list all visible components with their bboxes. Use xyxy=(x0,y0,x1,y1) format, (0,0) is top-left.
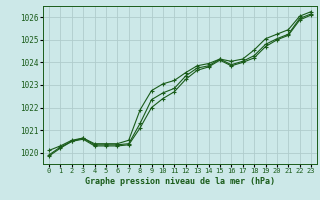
X-axis label: Graphe pression niveau de la mer (hPa): Graphe pression niveau de la mer (hPa) xyxy=(85,177,275,186)
